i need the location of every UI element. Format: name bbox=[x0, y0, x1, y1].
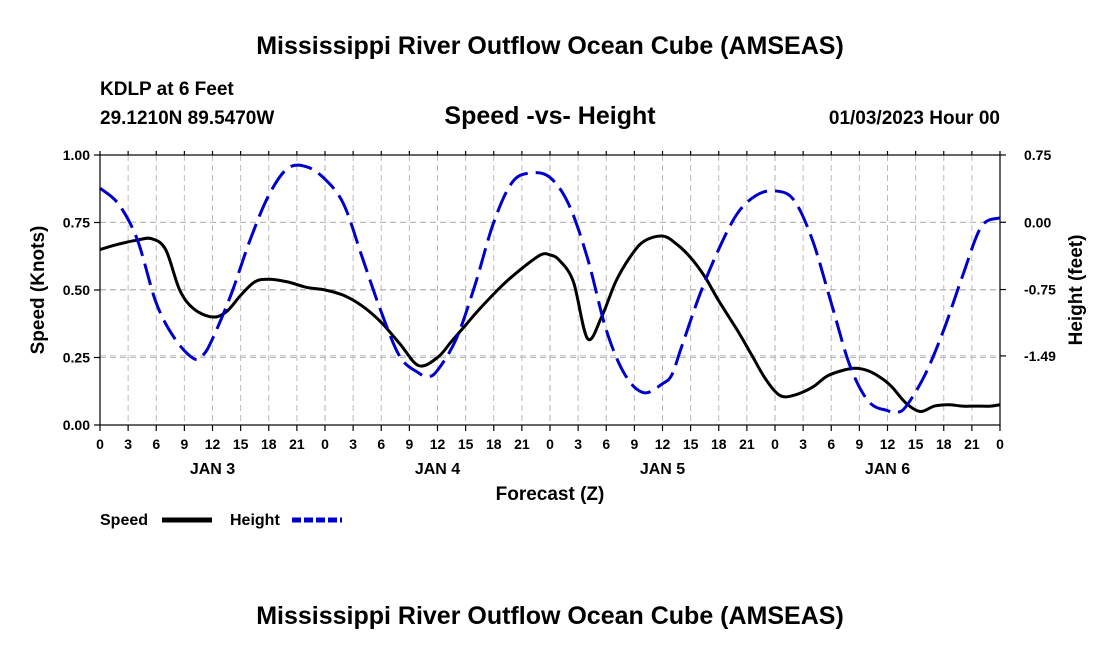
x-tick-label: 18 bbox=[486, 436, 502, 452]
x-tick-label: 15 bbox=[458, 436, 474, 452]
x-tick-label: 21 bbox=[739, 436, 755, 452]
day-label: JAN 6 bbox=[865, 461, 910, 478]
x-tick-label: 18 bbox=[936, 436, 952, 452]
grid-lines bbox=[100, 155, 1000, 425]
legend-label-height: Height bbox=[230, 512, 280, 529]
y-left-tick-label: 0.75 bbox=[63, 215, 90, 231]
x-tick-label: 0 bbox=[321, 436, 329, 452]
x-tick-label: 15 bbox=[233, 436, 249, 452]
x-tick-label: 0 bbox=[996, 436, 1004, 452]
page-title-repeat: Mississippi River Outflow Ocean Cube (AM… bbox=[256, 602, 844, 630]
day-label: JAN 3 bbox=[190, 461, 235, 478]
x-tick-label: 3 bbox=[799, 436, 807, 452]
series-line-height bbox=[99, 163, 1001, 415]
x-tick-label: 12 bbox=[205, 436, 221, 452]
x-tick-label: 6 bbox=[827, 436, 835, 452]
y-left-tick-label: 0.00 bbox=[63, 417, 90, 433]
series-line-speed bbox=[99, 234, 1001, 414]
legend-label-speed: Speed bbox=[100, 512, 148, 529]
x-tick-label: 21 bbox=[289, 436, 305, 452]
y-left-tick-label: 0.25 bbox=[63, 350, 90, 366]
series-layer bbox=[99, 163, 1001, 415]
y-right-tick-label: -0.75 bbox=[1024, 282, 1056, 298]
x-tick-label: 12 bbox=[430, 436, 446, 452]
station-coordinates: 29.1210N 89.5470W bbox=[100, 108, 274, 129]
x-tick-label: 6 bbox=[152, 436, 160, 452]
x-tick-label: 9 bbox=[405, 436, 413, 452]
x-tick-label: 9 bbox=[180, 436, 188, 452]
x-tick-label: 9 bbox=[855, 436, 863, 452]
x-tick-label: 12 bbox=[655, 436, 671, 452]
y-axis-right-title: Height (feet) bbox=[1066, 235, 1087, 346]
day-label: JAN 5 bbox=[640, 461, 685, 478]
y-left-tick-label: 1.00 bbox=[63, 147, 90, 163]
axis-ticks: 0 3 6 9 12 15 18 21 0 3 6 9 12 15 18 21 0 3 6 9 12 15 18 21 0 3 6 9… bbox=[63, 147, 1056, 478]
x-tick-label: 12 bbox=[880, 436, 896, 452]
x-tick-label: 21 bbox=[964, 436, 980, 452]
station-name: KDLP at 6 Feet bbox=[100, 79, 234, 100]
x-tick-label: 0 bbox=[96, 436, 104, 452]
x-tick-label: 6 bbox=[602, 436, 610, 452]
y-left-tick-label: 0.50 bbox=[63, 282, 90, 298]
y-axis-left-title: Speed (Knots) bbox=[28, 226, 49, 355]
x-tick-label: 6 bbox=[377, 436, 385, 452]
y-right-tick-label: 0.75 bbox=[1024, 147, 1051, 163]
y-right-tick-label: -1.49 bbox=[1024, 348, 1056, 364]
x-tick-label: 3 bbox=[349, 436, 357, 452]
x-tick-label: 18 bbox=[261, 436, 277, 452]
x-tick-label: 3 bbox=[574, 436, 582, 452]
x-tick-label: 21 bbox=[514, 436, 530, 452]
day-label: JAN 4 bbox=[415, 461, 460, 478]
x-tick-label: 9 bbox=[630, 436, 638, 452]
x-tick-label: 15 bbox=[683, 436, 699, 452]
legend: Speed Height bbox=[100, 512, 342, 529]
x-axis-title: Forecast (Z) bbox=[496, 484, 605, 505]
x-tick-label: 3 bbox=[124, 436, 132, 452]
x-tick-label: 15 bbox=[908, 436, 924, 452]
y-right-tick-label: 0.00 bbox=[1024, 214, 1051, 230]
chart-title: Speed -vs- Height bbox=[444, 102, 656, 130]
page-title: Mississippi River Outflow Ocean Cube (AM… bbox=[256, 32, 844, 60]
x-tick-label: 0 bbox=[546, 436, 554, 452]
x-tick-label: 18 bbox=[711, 436, 727, 452]
forecast-datetime: 01/03/2023 Hour 00 bbox=[829, 108, 1000, 129]
x-tick-label: 0 bbox=[771, 436, 779, 452]
